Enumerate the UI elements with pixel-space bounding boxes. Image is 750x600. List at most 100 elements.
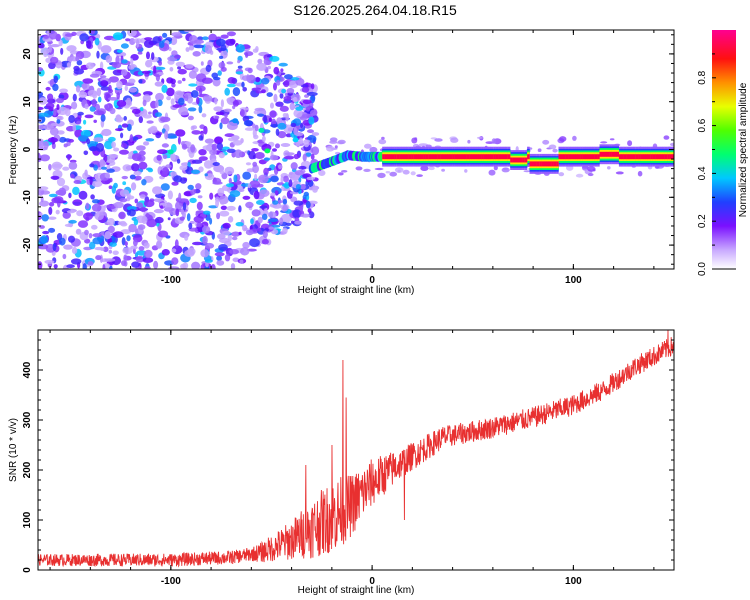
noise-blob xyxy=(318,170,326,176)
noise-blob xyxy=(263,167,269,176)
noise-blob xyxy=(136,145,146,151)
noise-blob xyxy=(153,198,164,202)
carrier-band-segment xyxy=(416,154,419,160)
noise-blob xyxy=(378,139,387,145)
noise-blob xyxy=(198,105,203,114)
noise-blob xyxy=(85,202,90,210)
noise-blob xyxy=(88,233,93,239)
noise-blob xyxy=(77,135,89,142)
noise-blob xyxy=(251,87,262,91)
noise-blob xyxy=(216,142,223,151)
noise-blob xyxy=(663,135,670,140)
noise-blob xyxy=(53,196,64,203)
noise-blob xyxy=(127,30,137,37)
noise-blob xyxy=(153,65,157,74)
noise-blob xyxy=(282,204,288,212)
noise-blob xyxy=(263,157,271,161)
noise-blob xyxy=(158,40,165,49)
x-tick-label: 100 xyxy=(565,275,582,286)
noise-blob xyxy=(67,154,71,161)
noise-blob xyxy=(154,81,164,87)
noise-blob xyxy=(47,137,59,143)
noise-blob xyxy=(252,161,258,167)
noise-blob xyxy=(488,169,496,176)
carrier-band-segment xyxy=(672,154,674,160)
noise-blob xyxy=(49,127,59,136)
noise-blob xyxy=(441,168,445,172)
noise-blob xyxy=(279,217,284,225)
noise-blob xyxy=(198,135,204,141)
carrier-band-segment xyxy=(553,161,557,167)
noise-blob xyxy=(188,70,197,79)
noise-blob xyxy=(130,245,138,250)
y-tick-label: 200 xyxy=(22,461,33,478)
noise-blob xyxy=(270,192,276,197)
noise-blob xyxy=(261,77,270,85)
noise-blob xyxy=(600,141,608,144)
noise-blob xyxy=(40,235,49,244)
noise-blob xyxy=(410,171,416,176)
noise-blob xyxy=(136,250,147,256)
noise-blob xyxy=(101,166,107,170)
carrier-band-segment xyxy=(580,154,583,160)
noise-blob xyxy=(308,116,315,125)
noise-blob xyxy=(100,45,112,54)
colorbar-scale xyxy=(712,30,736,269)
noise-blob xyxy=(177,136,181,145)
noise-blob xyxy=(188,222,193,230)
noise-blob xyxy=(416,174,423,178)
noise-blob xyxy=(196,201,203,211)
noise-blob xyxy=(256,227,262,232)
noise-blob xyxy=(72,186,80,196)
noise-blob xyxy=(220,205,228,210)
carrier-band-segment xyxy=(638,154,641,160)
noise-blob xyxy=(64,108,71,117)
noise-blob xyxy=(93,119,97,124)
noise-blob xyxy=(254,124,259,132)
x-tick-label: -100 xyxy=(161,275,181,286)
noise-blob xyxy=(104,104,109,111)
noise-blob xyxy=(100,114,106,122)
noise-blob xyxy=(106,168,115,173)
carrier-band-segment xyxy=(519,157,523,163)
noise-blob xyxy=(216,212,221,220)
carrier-band-segment xyxy=(640,154,644,160)
noise-blob xyxy=(106,165,111,170)
y-tick-label: 300 xyxy=(22,411,33,428)
noise-blob xyxy=(224,133,235,138)
noise-blob xyxy=(187,107,197,112)
noise-blob xyxy=(235,71,243,75)
noise-blob xyxy=(238,231,242,236)
carrier-band-segment xyxy=(623,154,627,160)
noise-blob xyxy=(307,208,312,214)
noise-blob xyxy=(181,143,188,150)
noise-blob xyxy=(245,229,254,236)
noise-blob xyxy=(62,166,70,171)
noise-blob xyxy=(307,129,314,134)
noise-blob xyxy=(402,169,410,175)
carrier-band-segment xyxy=(510,157,513,163)
noise-blob xyxy=(240,247,250,256)
noise-blob xyxy=(56,104,60,110)
noise-blob xyxy=(209,192,214,200)
noise-blob xyxy=(133,170,142,176)
noise-blob xyxy=(434,138,443,142)
noise-blob xyxy=(95,255,102,261)
noise-blob xyxy=(111,61,122,69)
noise-blob xyxy=(208,205,219,209)
noise-blob xyxy=(112,231,124,238)
noise-blob xyxy=(269,154,279,161)
noise-blob xyxy=(131,163,140,172)
noise-blob xyxy=(143,242,150,249)
noise-blob xyxy=(155,66,166,70)
noise-blob xyxy=(58,94,65,99)
snr-series-line xyxy=(38,330,674,568)
figure-title: S126.2025.264.04.18.R15 xyxy=(293,2,457,18)
noise-blob xyxy=(609,138,615,141)
noise-blob xyxy=(275,101,284,107)
noise-blob xyxy=(138,161,148,170)
noise-blob xyxy=(253,134,259,140)
noise-blob xyxy=(199,87,203,96)
noise-blob xyxy=(242,195,251,200)
